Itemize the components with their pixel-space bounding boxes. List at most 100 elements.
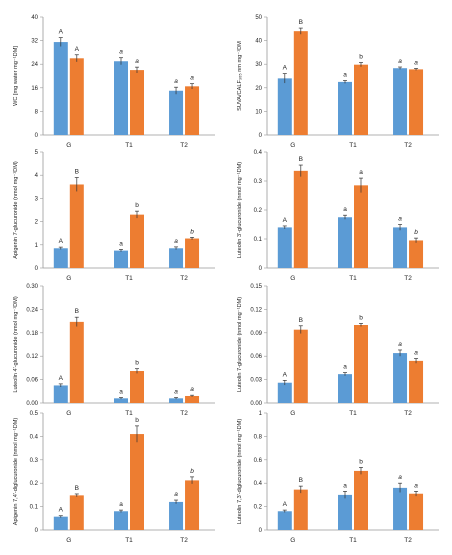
- bar-t1-control: [114, 61, 128, 135]
- significance-letter: a: [174, 238, 178, 245]
- chart-panel-4: 0 0.1 0.2 0.3 0.4 Luteolin 3'-glucuronide (nm…: [237, 150, 439, 282]
- y-tick-label: 0.2: [254, 505, 263, 511]
- y-tick-label: 3: [35, 196, 39, 202]
- chart-panel-7: 0 0.1 0.2 0.3 0.4 0.5 Apigenin 7,4'-diglucuron…: [13, 411, 215, 544]
- chart-panel-6: 0.00 0.03 0.06 0.09 0.12 0.15 Luteolin 7-glucu…: [237, 284, 439, 417]
- bar-g-treated: [293, 170, 308, 268]
- bar-t1-control: [114, 250, 128, 268]
- bar-t2-control: [169, 248, 184, 268]
- y-tick-label: 0.09: [250, 331, 262, 337]
- x-category-label: G: [66, 537, 71, 544]
- y-axis-title: Luteolin 7-glucuronide (nmol mg⁻¹DM): [237, 297, 243, 392]
- bar-t1-control: [338, 494, 352, 530]
- significance-letter: b: [359, 314, 363, 321]
- y-tick-label: 2: [35, 220, 39, 226]
- y-axis-title: Luteolin 4'-glucuronide (nmol mg⁻¹DM): [13, 296, 19, 392]
- bar-t2-treated: [185, 238, 200, 268]
- significance-letter: b: [359, 458, 363, 465]
- y-axis-title: Luteolin 3'-glucuronide (nmol mg⁻¹DM): [237, 162, 243, 258]
- x-category-label: T1: [349, 410, 357, 417]
- significance-letter: A: [59, 375, 64, 382]
- y-tick-label: 0.8: [254, 434, 263, 440]
- x-category-label: G: [290, 142, 295, 149]
- bar-t1-control: [338, 81, 352, 135]
- y-tick-label: 0.03: [250, 378, 262, 384]
- y-tick-label: 0: [259, 528, 263, 534]
- x-category-label: T1: [125, 537, 133, 544]
- significance-letter: A: [283, 501, 288, 508]
- y-tick-label: 0.24: [26, 307, 38, 313]
- y-tick-label: 0.3: [30, 458, 39, 464]
- x-category-label: T2: [180, 410, 188, 417]
- bar-t2-treated: [185, 480, 200, 530]
- significance-letter: A: [59, 507, 64, 514]
- bar-t2-control: [393, 353, 408, 403]
- significance-letter: B: [299, 477, 303, 484]
- significance-letter: A: [283, 217, 288, 224]
- x-category-label: G: [290, 537, 295, 544]
- bar-t2-treated: [185, 395, 200, 403]
- y-tick-label: 0: [35, 266, 39, 272]
- bar-g-control: [53, 385, 68, 403]
- significance-letter: b: [359, 54, 363, 61]
- bar-g-treated: [69, 321, 84, 403]
- significance-letter: b: [414, 229, 418, 236]
- y-tick-label: 0.4: [254, 150, 263, 156]
- y-tick-label: 8: [35, 109, 39, 115]
- y-tick-label: 5: [35, 150, 39, 156]
- bar-g-treated: [69, 495, 84, 530]
- bar-g-control: [53, 516, 68, 530]
- significance-letter: a: [359, 169, 363, 176]
- significance-letter: a: [174, 491, 178, 498]
- significance-letter: a: [190, 386, 194, 393]
- y-axis-title: Luteolin 7,3'-diglucuronide (nmol mg⁻¹DM…: [237, 419, 243, 525]
- bar-t1-treated: [130, 371, 144, 403]
- x-category-label: T1: [125, 275, 133, 282]
- significance-letter: A: [59, 238, 64, 245]
- significance-letter: a: [414, 482, 418, 489]
- significance-letter: a: [398, 341, 402, 348]
- significance-letter: a: [343, 364, 347, 371]
- significance-letter: B: [75, 308, 79, 315]
- bar-g-treated: [69, 184, 84, 268]
- significance-letter: a: [119, 240, 123, 247]
- x-category-label: T2: [404, 410, 412, 417]
- x-category-label: G: [290, 410, 295, 417]
- significance-letter: b: [135, 417, 139, 424]
- y-tick-label: 50: [255, 15, 262, 21]
- y-tick-label: 1: [259, 411, 263, 417]
- y-tick-label: 0: [35, 528, 39, 534]
- y-tick-label: 0.5: [30, 411, 39, 417]
- y-tick-label: 0.15: [250, 284, 262, 290]
- bar-t2-control: [169, 501, 184, 530]
- x-category-label: T2: [404, 142, 412, 149]
- y-tick-label: 40: [31, 15, 38, 21]
- y-tick-label: 0.12: [26, 354, 38, 360]
- x-category-label: G: [66, 410, 71, 417]
- significance-letter: b: [135, 360, 139, 367]
- y-tick-label: 0.2: [254, 208, 263, 214]
- significance-letter: A: [283, 65, 288, 72]
- chart-panel-1: 0 8 16 24 32 40 WC [mg water mg⁻¹DM] A A Ga a T1 a a T…: [13, 15, 215, 149]
- y-tick-label: 0.1: [254, 237, 263, 243]
- significance-letter: a: [119, 49, 123, 56]
- y-tick-label: 0.1: [30, 505, 39, 511]
- bar-g-treated: [293, 329, 308, 403]
- bar-t1-treated: [354, 325, 368, 403]
- bar-t1-control: [114, 398, 128, 403]
- x-category-label: T2: [404, 537, 412, 544]
- x-category-label: G: [66, 275, 71, 282]
- bar-t2-control: [169, 90, 184, 135]
- x-category-label: T1: [125, 142, 133, 149]
- significance-letter: b: [135, 202, 139, 209]
- y-tick-label: 0.6: [254, 458, 263, 464]
- significance-letter: B: [299, 156, 303, 163]
- significance-letter: a: [174, 389, 178, 396]
- y-tick-label: 10: [255, 109, 262, 115]
- significance-letter: b: [190, 468, 194, 475]
- y-axis-title: Apigenin 7-glucuronide (nmol mg⁻¹DM): [13, 161, 19, 259]
- y-tick-label: 20: [255, 86, 262, 92]
- bar-t1-treated: [130, 70, 144, 135]
- y-tick-label: 0: [259, 266, 263, 272]
- significance-letter: A: [75, 46, 80, 53]
